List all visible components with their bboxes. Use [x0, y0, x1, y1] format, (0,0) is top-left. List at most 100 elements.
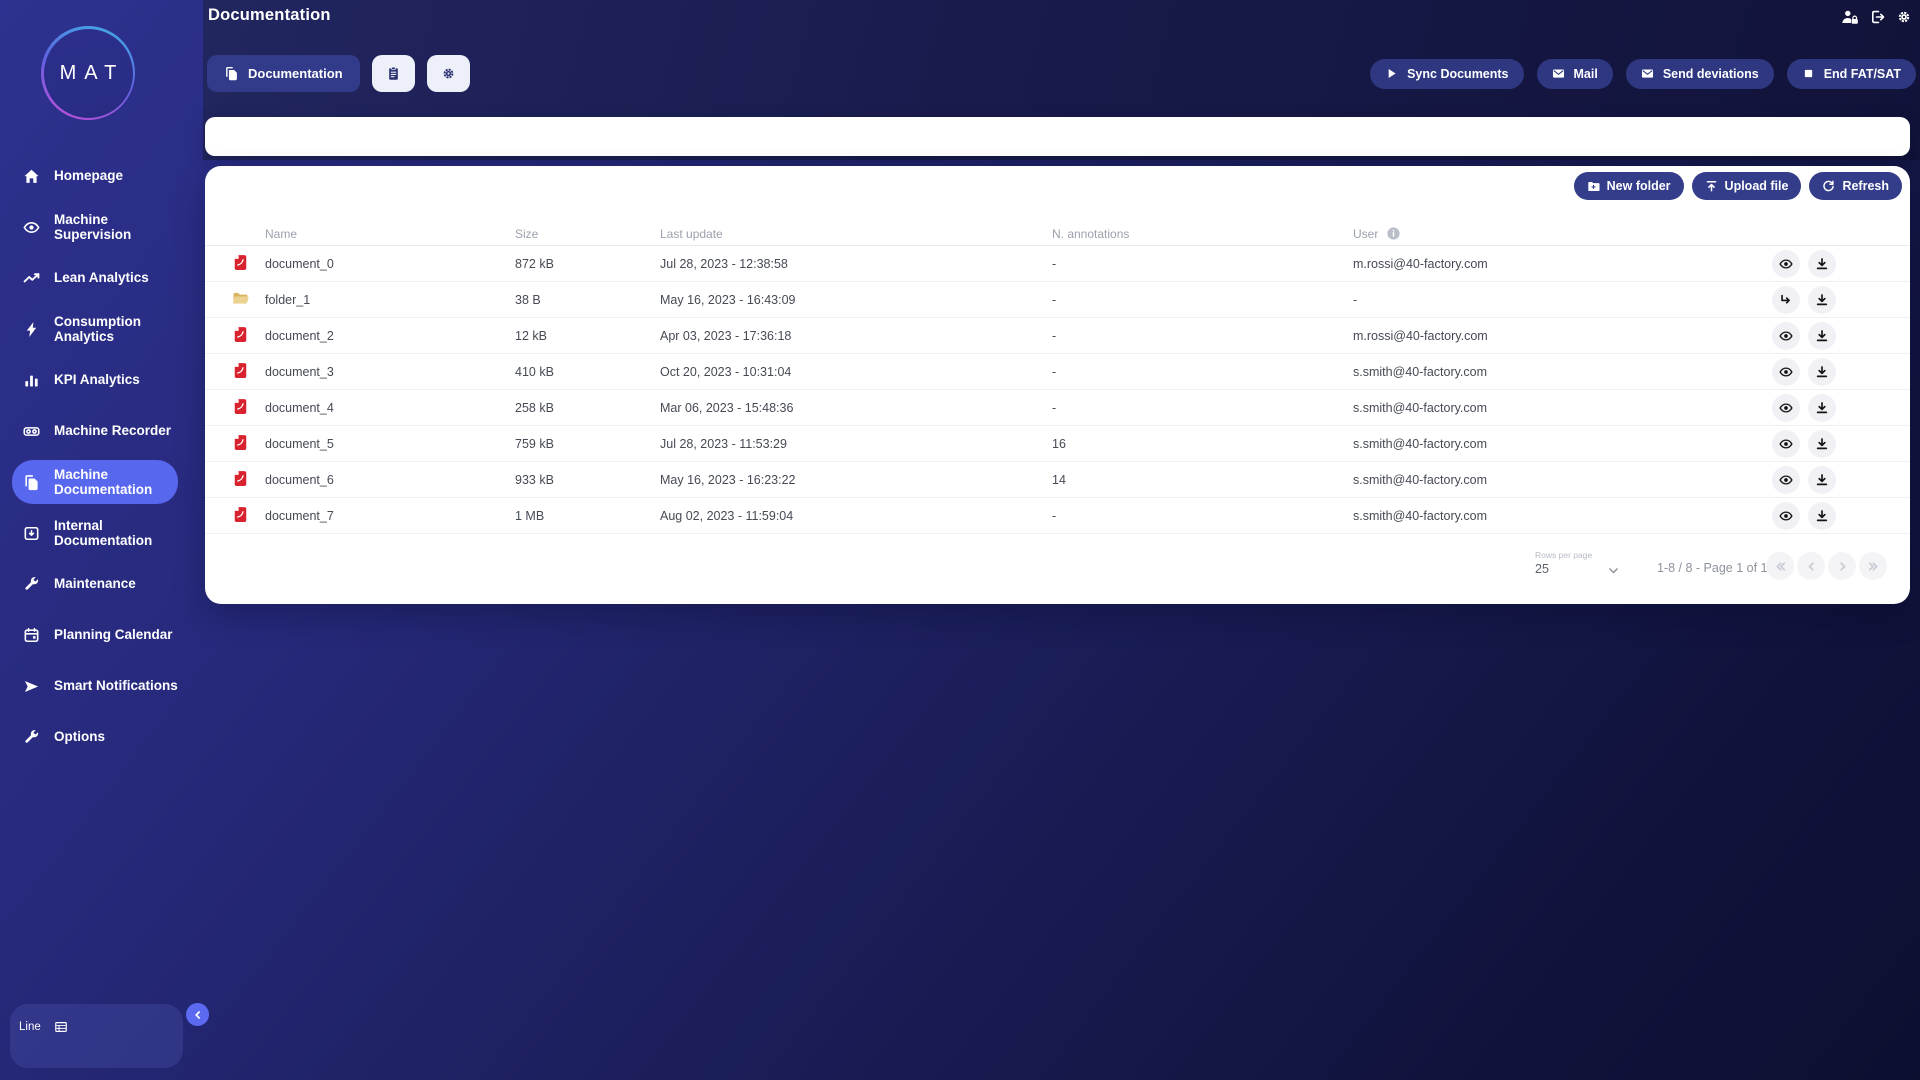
cell-name: document_5 [265, 436, 334, 451]
bolt-icon [23, 321, 40, 338]
chevron-left-icon [192, 1009, 204, 1021]
cell-last-update: Apr 03, 2023 - 17:36:18 [660, 328, 792, 343]
new-folder-button[interactable]: New folder [1573, 172, 1684, 200]
button-label: Sync Documents [1407, 66, 1509, 81]
download-button[interactable] [1808, 501, 1836, 530]
eye-icon [23, 219, 40, 236]
next-page-button[interactable] [1828, 552, 1856, 580]
sidebar-item-machine-documentation[interactable]: Machine Documentation [12, 460, 178, 504]
table-row-document-5[interactable]: document_5 759 kB Jul 28, 2023 - 11:53:29 1… [205, 426, 1910, 462]
table-row-document-3[interactable]: document_3 410 kB Oct 20, 2023 - 10:31:04 -… [205, 354, 1910, 390]
table-row-document-2[interactable]: document_2 12 kB Apr 03, 2023 - 17:36:18 - m… [205, 318, 1910, 354]
line-widget-label: Line [19, 1021, 41, 1033]
cell-last-update: May 16, 2023 - 16:43:09 [660, 292, 796, 307]
sidebar-item-planning-calendar[interactable]: Planning Calendar [12, 613, 178, 657]
logo: MAT [41, 26, 135, 120]
settings-button[interactable] [426, 55, 470, 92]
sidebar-item-machine-recorder[interactable]: Machine Recorder [12, 409, 178, 453]
sidebar-item-internal-documentation[interactable]: Internal Documentation [12, 511, 178, 555]
cell-name: folder_1 [265, 292, 311, 307]
pdf-file-icon [232, 506, 249, 523]
tab-label: Documentation [248, 66, 343, 81]
enter-folder-button[interactable] [1772, 285, 1800, 314]
play-icon [1385, 67, 1398, 80]
refresh-button[interactable]: Refresh [1809, 172, 1902, 200]
table-row-document-7[interactable]: document_7 1 MB Aug 02, 2023 - 11:59:04 - s.… [205, 498, 1910, 534]
view-button[interactable] [1772, 429, 1800, 458]
sidebar-item-lean-analytics[interactable]: Lean Analytics [12, 256, 178, 300]
prev-page-button[interactable] [1797, 552, 1825, 580]
end-fat-sat-button[interactable]: End FAT/SAT [1786, 58, 1916, 89]
download-button[interactable] [1808, 357, 1836, 386]
sidebar-item-consumption-analytics[interactable]: Consumption Analytics [12, 307, 178, 351]
cell-user: m.rossi@40-factory.com [1353, 328, 1488, 343]
rows-per-page-select[interactable]: 25 [1535, 562, 1549, 576]
cell-size: 933 kB [515, 472, 554, 487]
download-button[interactable] [1808, 321, 1836, 350]
documents-panel: New folder Upload file Refresh Name Size L… [205, 166, 1910, 604]
sync-documents-button[interactable]: Sync Documents [1370, 58, 1524, 89]
wrench-icon [23, 729, 40, 746]
sidebar-item-machine-supervision[interactable]: Machine Supervision [12, 205, 178, 249]
button-label: New folder [1606, 179, 1671, 193]
download-button[interactable] [1808, 465, 1836, 494]
info-icon[interactable] [1386, 226, 1401, 241]
table-row-document-0[interactable]: document_0 872 kB Jul 28, 2023 - 12:38:58 -… [205, 246, 1910, 282]
view-button[interactable] [1772, 501, 1800, 530]
sidebar-nav: Homepage Machine Supervision Lean Analytic… [0, 154, 203, 766]
cell-user: s.smith@40-factory.com [1353, 364, 1488, 379]
logout-icon[interactable] [1868, 9, 1886, 25]
home-icon [23, 168, 40, 185]
user-lock-icon[interactable] [1841, 9, 1859, 25]
documents-icon [23, 474, 40, 491]
cell-last-update: Jul 28, 2023 - 11:53:29 [660, 436, 787, 451]
cell-size: 410 kB [515, 364, 554, 379]
mail-button[interactable]: Mail [1536, 58, 1613, 89]
stop-icon [1802, 67, 1815, 80]
line-widget[interactable]: Line [10, 1004, 183, 1068]
last-page-button[interactable] [1859, 552, 1887, 580]
gear-icon[interactable] [1895, 9, 1913, 25]
sidebar-item-homepage[interactable]: Homepage [12, 154, 178, 198]
cell-name: document_2 [265, 328, 334, 343]
download-button[interactable] [1808, 429, 1836, 458]
view-button[interactable] [1772, 249, 1800, 278]
view-button[interactable] [1772, 357, 1800, 386]
cell-user: m.rossi@40-factory.com [1353, 256, 1488, 271]
table-row-folder-1[interactable]: folder_1 38 B May 16, 2023 - 16:43:09 - - [205, 282, 1910, 318]
topbar-icons [1841, 9, 1913, 25]
download-button[interactable] [1808, 285, 1836, 314]
download-button[interactable] [1808, 249, 1836, 278]
sidebar-item-kpi-analytics[interactable]: KPI Analytics [12, 358, 178, 402]
table-row-document-4[interactable]: document_4 258 kB Mar 06, 2023 - 15:48:36 -… [205, 390, 1910, 426]
sidebar-item-label: Options [54, 729, 105, 745]
view-button[interactable] [1772, 321, 1800, 350]
first-page-button[interactable] [1766, 552, 1794, 580]
gear-icon [441, 66, 456, 81]
clipboard-button[interactable] [371, 55, 415, 92]
chevron-left-icon [1805, 560, 1818, 573]
pdf-file-icon [232, 470, 249, 487]
download-button[interactable] [1808, 393, 1836, 422]
table-row-document-6[interactable]: document_6 933 kB May 16, 2023 - 16:23:22 1… [205, 462, 1910, 498]
search-input[interactable] [205, 117, 1910, 156]
cell-annotations: - [1052, 328, 1057, 343]
sidebar-item-label: KPI Analytics [54, 372, 140, 388]
chevron-down-icon[interactable] [1607, 564, 1620, 577]
sidebar-item-options[interactable]: Options [12, 715, 178, 759]
tab-documentation[interactable]: Documentation [207, 55, 360, 92]
cell-annotations: 16 [1052, 436, 1066, 451]
view-button[interactable] [1772, 465, 1800, 494]
upload-file-button[interactable]: Upload file [1691, 172, 1802, 200]
cell-user: s.smith@40-factory.com [1353, 508, 1488, 523]
collapse-panel-button[interactable] [186, 1003, 209, 1026]
wrench-icon [23, 576, 40, 593]
sidebar-item-maintenance[interactable]: Maintenance [12, 562, 178, 606]
view-button[interactable] [1772, 393, 1800, 422]
view-icon [1779, 473, 1793, 487]
chevrons-right-icon [1867, 560, 1880, 573]
recorder-icon [23, 423, 40, 440]
sidebar-item-smart-notifications[interactable]: Smart Notifications [12, 664, 178, 708]
send-deviations-button[interactable]: Send deviations [1625, 58, 1774, 89]
cell-annotations: - [1052, 364, 1057, 379]
